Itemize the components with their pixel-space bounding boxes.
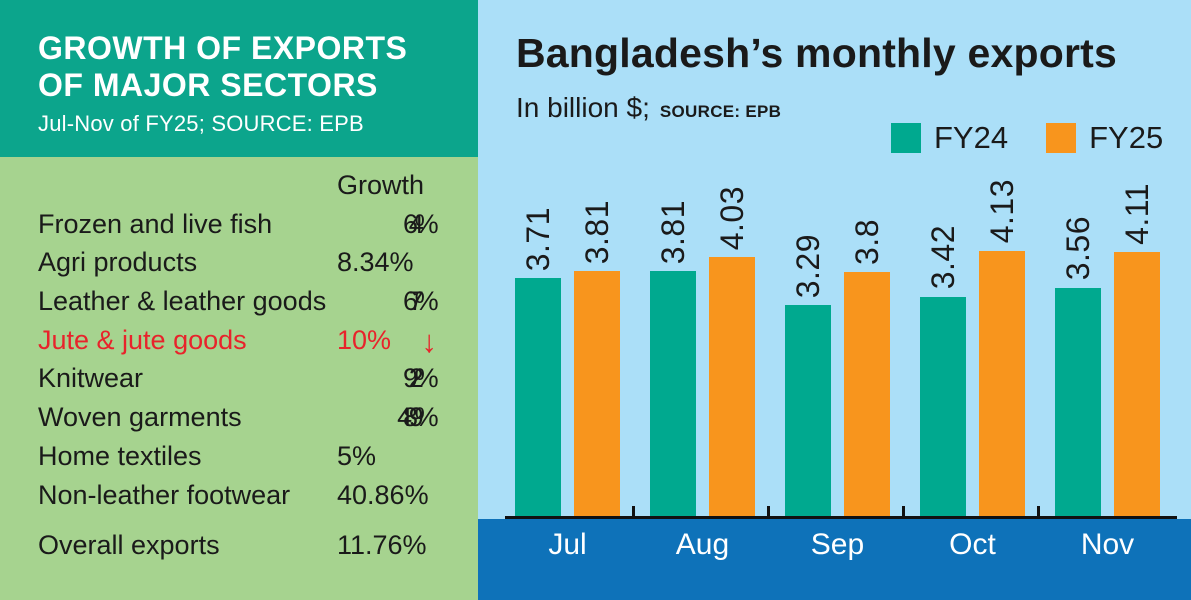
- overall-exports-value: 11.76%: [337, 530, 427, 561]
- overall-exports-row: Overall exports 11.76%: [38, 526, 437, 565]
- sector-row-2: Agri products 8.34%: [38, 243, 437, 282]
- bar-group-nov: 3.56 4.11: [1040, 179, 1175, 519]
- sector-growth-value: 67%: [402, 286, 439, 317]
- chart-legend: FY24 FY25: [891, 120, 1163, 156]
- bar-aug-fy25: [709, 257, 755, 519]
- legend-swatch-fy25: [1046, 123, 1077, 153]
- sector-row-5: Knitwear 92%: [38, 359, 439, 398]
- chart-unit-label: In billion $;: [516, 92, 650, 123]
- sector-row-6: Woven garments 489%: [38, 398, 439, 437]
- bar-group-aug: 3.81 4.03: [635, 179, 770, 519]
- sector-label: Knitwear: [38, 363, 144, 394]
- bar-jul-fy25: [574, 271, 620, 519]
- legend-item-fy24: FY24: [891, 120, 1008, 156]
- bar-column-oct-fy24: 3.42: [920, 225, 966, 519]
- bar-column-jul-fy24: 3.71: [515, 207, 561, 519]
- monthly-exports-chart: Bangladesh’s monthly exports In billion …: [478, 0, 1191, 600]
- bar-groups: 3.71 3.81 3.81 4.03 3.29 3.8 3.42 4.13 3.56 4.11: [500, 179, 1175, 519]
- sector-label: Leather & leather goods: [38, 286, 327, 317]
- sector-row-1: Frozen and live fish 64%: [38, 205, 439, 244]
- bar-nov-fy25: [1114, 251, 1160, 519]
- legend-item-fy25: FY25: [1046, 120, 1163, 156]
- bar-value-label: 4.03: [714, 185, 750, 251]
- sector-growth-value: 64%: [402, 208, 439, 239]
- sector-growth-value: 40.86%: [337, 479, 429, 510]
- month-label-oct: Oct: [949, 528, 996, 561]
- legend-label: FY25: [1089, 120, 1164, 155]
- bar-value-label: 3.81: [655, 200, 691, 265]
- month-label-jul: Jul: [548, 528, 587, 561]
- month-label-sep: Sep: [810, 528, 865, 561]
- bar-column-nov-fy24: 3.56: [1055, 216, 1101, 519]
- sector-label: Jute & jute goods: [38, 324, 247, 355]
- chart-subtitle: In billion $; SOURCE: EPB: [516, 92, 781, 124]
- bar-group-jul: 3.71 3.81: [500, 179, 635, 519]
- sector-growth-value: 92%: [402, 363, 439, 394]
- bar-column-nov-fy25: 4.11: [1114, 183, 1160, 519]
- sector-row-7: Home textiles 5%: [38, 437, 437, 476]
- bar-aug-fy24: [650, 271, 696, 519]
- legend-swatch-fy24: [891, 123, 921, 153]
- bar-value-label: 4.13: [984, 179, 1020, 244]
- sector-label: Agri products: [38, 247, 198, 278]
- bar-jul-fy24: [515, 277, 561, 519]
- legend-label: FY24: [934, 120, 1009, 155]
- sector-row-3: Leather & leather goods 67%: [38, 282, 439, 321]
- down-arrow-icon: ↓: [421, 323, 438, 359]
- sector-growth-value: 8.34%: [337, 247, 414, 278]
- x-axis-line: [505, 516, 1177, 519]
- growth-column-header: Growth: [337, 170, 425, 200]
- sector-growth-value: 5%: [337, 440, 377, 471]
- bar-value-label: 3.42: [925, 225, 961, 290]
- bar-oct-fy25: [979, 250, 1025, 519]
- sector-row-4: Jute & jute goods 10% ↓: [38, 321, 437, 360]
- bar-value-label: 3.8: [849, 219, 885, 265]
- growth-panel-title: GROWTH OF EXPORTS OF MAJOR SECTORS: [38, 30, 458, 104]
- x-axis-band: [478, 519, 1191, 600]
- sector-label: Home textiles: [38, 440, 202, 471]
- bar-column-jul-fy25: 3.81: [574, 200, 620, 519]
- bar-oct-fy24: [920, 296, 966, 519]
- overall-exports-label: Overall exports: [38, 530, 220, 561]
- sector-rows: Frozen and live fish 64% Agri products 8.34…: [38, 205, 439, 515]
- growth-title-line2: OF MAJOR SECTORS: [38, 67, 378, 103]
- growth-panel-subtitle: Jul-Nov of FY25; SOURCE: EPB: [38, 111, 364, 136]
- growth-title-line1: GROWTH OF EXPORTS: [38, 30, 408, 66]
- bar-column-aug-fy24: 3.81: [650, 200, 696, 519]
- bar-value-label: 3.81: [579, 200, 615, 265]
- sector-label: Non-leather footwear: [38, 479, 291, 510]
- bar-column-oct-fy25: 4.13: [979, 179, 1025, 519]
- bar-sep-fy24: [785, 305, 831, 519]
- bar-column-aug-fy25: 4.03: [709, 186, 755, 519]
- chart-title: Bangladesh’s monthly exports: [516, 30, 1117, 76]
- bar-column-sep-fy24: 3.29: [785, 234, 831, 519]
- bar-nov-fy24: [1055, 287, 1101, 519]
- bar-group-oct: 3.42 4.13: [905, 179, 1040, 519]
- table-header-row: Growth: [38, 166, 437, 205]
- bar-group-sep: 3.29 3.8: [770, 179, 905, 519]
- bar-value-label: 3.56: [1060, 216, 1096, 281]
- bar-value-label: 3.71: [520, 206, 556, 271]
- sector-row-8: Non-leather footwear 40.86%: [38, 476, 437, 515]
- bar-sep-fy25: [844, 272, 890, 519]
- month-label-nov: Nov: [1080, 528, 1135, 561]
- bar-value-label: 4.11: [1119, 182, 1155, 245]
- sector-label: Woven garments: [38, 402, 242, 433]
- bar-column-sep-fy25: 3.8: [844, 219, 890, 519]
- chart-source-label: SOURCE: EPB: [659, 102, 782, 121]
- sector-label: Frozen and live fish: [38, 208, 273, 239]
- month-label-aug: Aug: [675, 528, 730, 561]
- bar-value-label: 3.29: [790, 233, 826, 299]
- sector-table: Growth Frozen and live fish 64% Agri produ…: [38, 166, 439, 565]
- month-labels: Jul Aug Sep Oct Nov: [500, 524, 1175, 566]
- growth-panel: GROWTH OF EXPORTS OF MAJOR SECTORS Jul-N…: [0, 0, 478, 600]
- sector-growth-value: 10% ↓: [337, 323, 438, 359]
- growth-panel-header: GROWTH OF EXPORTS OF MAJOR SECTORS Jul-N…: [0, 0, 478, 157]
- sector-growth-value: 489%: [397, 402, 438, 433]
